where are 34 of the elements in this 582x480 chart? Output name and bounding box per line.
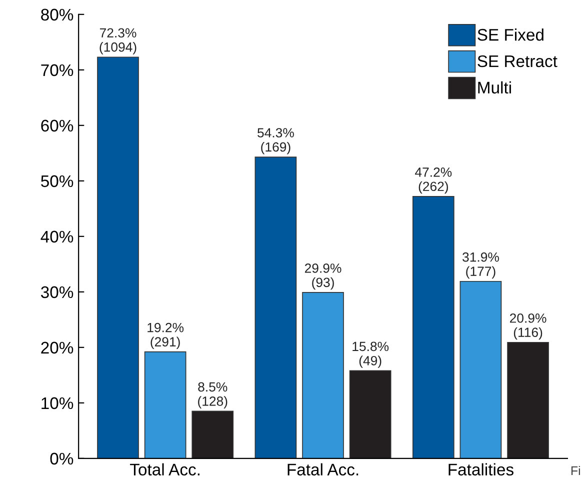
- legend-label: Multi: [478, 81, 511, 94]
- data-label: 31.9% (177): [462, 252, 499, 279]
- bar: [144, 351, 186, 458]
- bar: [302, 292, 344, 458]
- data-label: 8.5% (128): [198, 382, 228, 408]
- x-tick-label: Fatalities: [448, 463, 514, 476]
- data-label: 29.9% (93): [304, 264, 342, 290]
- legend-label: SE Retract: [478, 55, 558, 68]
- y-tick-label: 10%: [42, 397, 74, 410]
- bar: [460, 280, 502, 458]
- bar: [97, 56, 139, 458]
- y-tick-label: 70%: [41, 64, 74, 76]
- y-tick-label: 40%: [40, 230, 74, 243]
- data-label: 19.2% (291): [148, 322, 184, 350]
- y-tick-label: 50%: [41, 175, 74, 188]
- legend-label: SE Fixed: [478, 28, 544, 41]
- x-tick-label: Total Acc.: [130, 463, 200, 476]
- y-tick-label: 0%: [50, 452, 74, 465]
- y-tick-label: 20%: [41, 342, 74, 354]
- bar: [507, 342, 549, 458]
- data-label: 47.2% (262): [415, 168, 452, 194]
- bar: [192, 410, 234, 458]
- y-tick-label: 80%: [41, 8, 74, 21]
- bar: [412, 196, 454, 458]
- bar: [254, 156, 297, 458]
- data-label: 54.3% (169): [258, 128, 294, 154]
- y-tick-label: 30%: [40, 286, 74, 298]
- y-tick-label: 60%: [41, 120, 74, 132]
- text: Fi: [571, 466, 580, 476]
- data-label: 20.9% (116): [510, 313, 546, 340]
- x-tick-label: Fatal Acc.: [288, 463, 358, 476]
- bar: [349, 370, 392, 458]
- data-label: 15.8% (49): [352, 342, 389, 368]
- data-label: 72.3% (1094): [100, 28, 136, 54]
